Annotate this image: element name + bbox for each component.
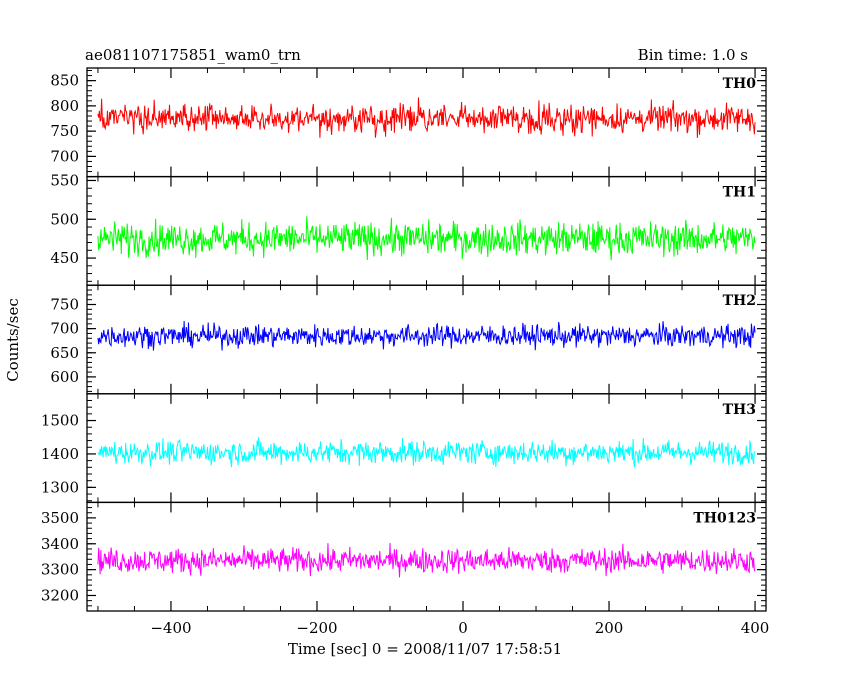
y-tick-label: 500 bbox=[50, 210, 79, 228]
y-tick-label: 1500 bbox=[41, 412, 79, 430]
series-line-th3 bbox=[97, 437, 756, 468]
y-tick-label: 1300 bbox=[41, 478, 79, 496]
panel-label-th2: TH2 bbox=[723, 293, 756, 309]
y-tick-label: 700 bbox=[50, 147, 79, 165]
y-tick-label: 3200 bbox=[41, 586, 79, 604]
y-tick-label: 800 bbox=[50, 97, 79, 115]
y-tick-label: 3400 bbox=[41, 535, 79, 553]
x-tick-label: −400 bbox=[150, 619, 191, 637]
y-tick-label: 700 bbox=[50, 320, 79, 338]
chart-title: ae081107175851_wam0_trn bbox=[85, 46, 301, 64]
series-line-th0 bbox=[97, 97, 756, 138]
series-line-th0123 bbox=[97, 543, 756, 578]
x-axis-label: Time [sec] 0 = 2008/11/07 17:58:51 bbox=[288, 640, 562, 658]
panel-frame bbox=[86, 175, 767, 286]
y-tick-label: 650 bbox=[50, 344, 79, 362]
panel-label-th0: TH0 bbox=[723, 76, 757, 92]
panel-th0: 700 750 800 850 TH0 bbox=[50, 67, 767, 178]
series-line-th1 bbox=[97, 216, 756, 261]
y-tick-label: 1400 bbox=[41, 445, 79, 463]
panel-label-th0123: TH0123 bbox=[693, 510, 756, 526]
panel-label-th3: TH3 bbox=[723, 402, 756, 418]
x-tick-label: 200 bbox=[595, 619, 624, 637]
y-tick-label: 600 bbox=[50, 368, 79, 386]
y-tick-label: 750 bbox=[50, 296, 79, 314]
panel-th1: 450 500 550 TH1 bbox=[50, 171, 767, 286]
panel-th3: 1300 1400 1500 TH3 bbox=[41, 393, 767, 504]
panel-th2: 600 650 700 750 TH2 bbox=[50, 284, 767, 395]
series-line-th2 bbox=[97, 320, 756, 351]
y-tick-label: 3500 bbox=[41, 509, 79, 527]
y-tick-label: 750 bbox=[50, 122, 79, 140]
y-tick-label: 450 bbox=[50, 249, 79, 267]
panel-th0123: 3200 3300 3400 3500 TH0123 bbox=[41, 501, 767, 612]
x-axis: −400 −200 0 200 400 bbox=[150, 619, 769, 637]
y-axis-label: Counts/sec bbox=[4, 298, 22, 382]
panel-frame bbox=[86, 393, 767, 504]
y-tick-label: 850 bbox=[50, 72, 79, 90]
panel-label-th1: TH1 bbox=[723, 185, 756, 201]
x-tick-label: −200 bbox=[296, 619, 337, 637]
panels-group: 700 750 800 850 TH0 450 500 550 TH1 600 650 700 750 T… bbox=[41, 67, 767, 612]
bin-time-label: Bin time: 1.0 s bbox=[638, 46, 748, 64]
x-tick-label: 0 bbox=[458, 619, 468, 637]
y-tick-label: 550 bbox=[50, 171, 79, 189]
x-tick-label: 400 bbox=[741, 619, 770, 637]
y-tick-label: 3300 bbox=[41, 561, 79, 579]
